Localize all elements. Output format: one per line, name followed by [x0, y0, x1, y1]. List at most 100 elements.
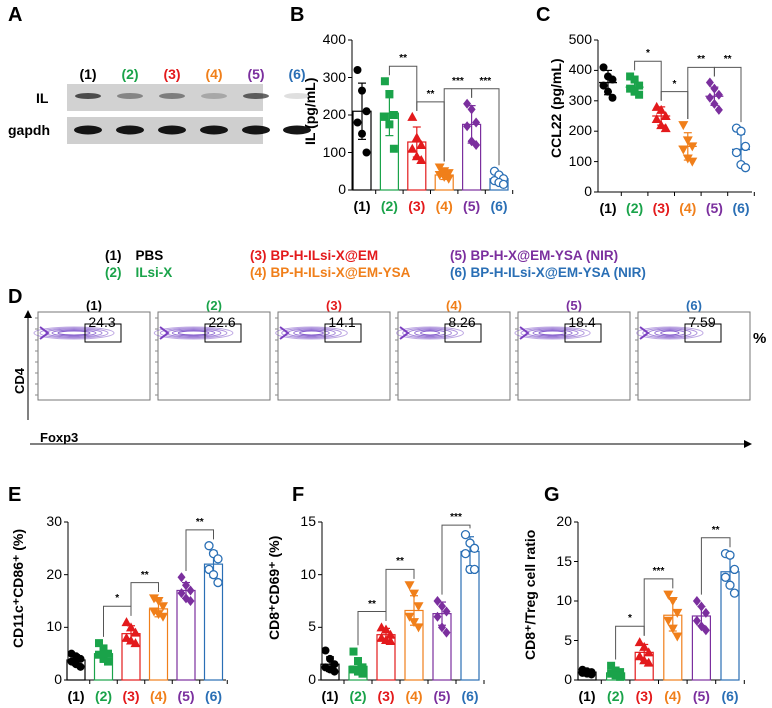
data-point-triangle-up: [411, 151, 422, 161]
blot-band-il: [117, 93, 143, 99]
legend-item: (4) BP-H-ILsi-X@EM-YSA: [250, 265, 410, 280]
significance-bracket: [385, 568, 415, 622]
significance-label: **: [140, 569, 149, 581]
data-point-filled-square: [385, 90, 394, 99]
legend-item-name: BP-H-ILsi-X@EM-YSA: [270, 265, 411, 280]
blot-band-gapdh: [74, 125, 102, 135]
flow-contour: [281, 327, 342, 339]
data-point-diamond: [701, 607, 710, 618]
flow-unit: %: [753, 330, 767, 347]
data-point-diamond: [714, 104, 723, 115]
y-tick-label: 0: [338, 181, 346, 197]
data-point-triangle-up: [130, 638, 141, 648]
data-point-filled-square: [349, 647, 358, 656]
blot-band-il: [243, 93, 269, 99]
flow-contour: [159, 327, 228, 339]
data-point-triangle-up: [126, 622, 136, 632]
data-point-triangle-up: [130, 627, 141, 637]
bar: [148, 608, 169, 681]
data-point-diamond: [701, 625, 710, 636]
data-point-filled-square: [99, 644, 108, 653]
data-point-diamond: [186, 596, 195, 606]
data-point-triangle-up: [385, 629, 396, 639]
blot-band-gapdh: [283, 125, 311, 135]
flow-contour: [538, 330, 567, 336]
x-tick-label: (4): [679, 200, 697, 216]
x-tick-label: (4): [149, 688, 168, 704]
panel-label-b: B: [290, 4, 305, 26]
data-point-filled-circle: [358, 129, 366, 138]
flow-xlabel: Foxp3: [40, 430, 79, 445]
flow-contour: [275, 326, 348, 340]
data-point-filled-circle: [76, 654, 85, 663]
flow-plot-title: (2): [206, 298, 222, 313]
data-point-filled-square: [99, 654, 108, 663]
y-tick-label: 5: [308, 618, 316, 635]
data-point-triangle-up: [416, 155, 427, 164]
x-tick-label: (1): [578, 688, 596, 704]
flow-plot-title: (4): [446, 298, 462, 313]
flow-contour: [514, 326, 591, 340]
data-point-diamond: [177, 572, 186, 583]
y-tick-label: 20: [556, 513, 572, 529]
blot-band-il: [201, 93, 227, 99]
flow-plot-frame: [37, 311, 151, 401]
data-point-open-circle: [731, 147, 742, 158]
blot-band-il: [75, 93, 101, 99]
flow-contour: [153, 326, 234, 340]
data-point-triangle-up: [660, 123, 671, 133]
data-point-diamond: [705, 92, 714, 103]
x-tick-label: (2): [607, 688, 625, 704]
data-point-triangle-up: [643, 657, 654, 667]
data-point-triangle-down: [149, 594, 159, 604]
blot-band-gapdh: [200, 125, 228, 135]
x-tick-label: (5): [177, 688, 195, 704]
flow-plot-title: (6): [686, 298, 702, 313]
data-point-filled-square: [626, 72, 635, 81]
significance-label: *: [627, 613, 632, 625]
data-point-diamond: [182, 580, 190, 591]
data-point-triangle-up: [634, 637, 645, 647]
data-point-filled-square: [354, 657, 362, 666]
panel-label-d: D: [8, 286, 23, 308]
significance-bracket: [388, 65, 418, 111]
data-point-filled-square: [380, 77, 389, 86]
flow-contour: [159, 326, 170, 340]
data-point-filled-circle: [604, 87, 612, 96]
significance-label: **: [195, 516, 204, 528]
flow-plot-frame: [517, 311, 631, 401]
data-point-filled-circle: [599, 81, 608, 90]
data-point-triangle-down: [678, 145, 689, 155]
data-point-diamond: [697, 601, 706, 612]
x-tick-label: (5): [433, 688, 451, 704]
flow-plot-frame: [277, 311, 391, 401]
data-point-filled-circle: [353, 66, 362, 74]
data-point-triangle-up: [381, 624, 391, 634]
data-point-open-circle: [460, 529, 471, 540]
flow-gate-percentage: 8.26: [448, 314, 476, 330]
significance-label: **: [399, 53, 407, 65]
significance-bracket: [185, 529, 214, 571]
data-point-diamond: [692, 615, 701, 626]
significance-label: ***: [450, 512, 462, 524]
data-point-filled-square: [616, 672, 625, 681]
blot-band-il: [159, 93, 185, 99]
data-point-filled-square: [611, 671, 620, 680]
data-point-filled-circle: [362, 148, 371, 157]
panel-label-f: F: [292, 484, 305, 506]
data-point-triangle-up: [634, 651, 645, 661]
significance-label: ***: [452, 75, 464, 87]
y-tick-label: 200: [322, 106, 346, 122]
data-point-filled-square: [354, 667, 362, 676]
data-point-open-circle: [208, 570, 219, 580]
data-point-filled-square: [616, 668, 625, 677]
data-point-filled-circle: [326, 654, 334, 663]
flow-contour: [57, 330, 91, 336]
significance-bracket: [130, 582, 159, 616]
flow-gate: [324, 323, 362, 343]
data-point-open-circle: [213, 577, 223, 588]
chart-c: [594, 39, 755, 196]
y-axis-label: IL (pg/mL): [302, 77, 318, 145]
legend-item-id: (2): [105, 265, 122, 280]
y-tick-label: 5: [564, 631, 572, 648]
